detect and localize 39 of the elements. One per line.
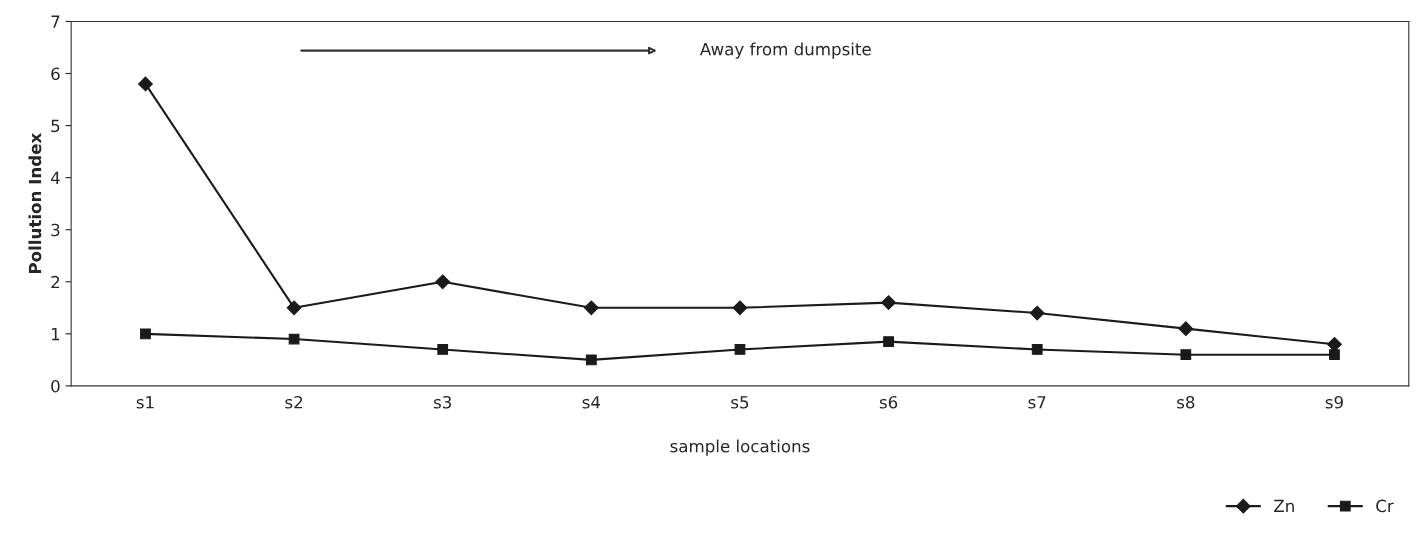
point xyxy=(1031,344,1043,355)
legend-label: Zn xyxy=(1274,499,1294,512)
point xyxy=(1180,349,1192,361)
y-tick-label: 7 xyxy=(51,15,60,28)
x-tick-label: s4 xyxy=(582,396,601,409)
point xyxy=(435,274,451,290)
y-tick-label: 3 xyxy=(51,223,60,237)
x-tick-label: s3 xyxy=(433,395,452,409)
x-tick-label: s1 xyxy=(136,396,154,409)
point xyxy=(585,354,597,366)
x-axis-title: sample locations xyxy=(670,439,810,456)
x-tick-label: s6 xyxy=(879,395,898,409)
x-tick-label: s7 xyxy=(1028,396,1046,409)
point xyxy=(583,300,599,316)
point xyxy=(881,295,896,310)
point xyxy=(140,328,151,340)
point xyxy=(286,300,302,316)
y-tick-label: 4 xyxy=(50,171,60,184)
annotation: Away from dumpsite xyxy=(699,42,871,59)
y-tick-label: 5 xyxy=(51,119,60,133)
point xyxy=(734,344,746,355)
legend-label: Cr xyxy=(1376,499,1394,513)
x-tick-label: s8 xyxy=(1177,395,1195,409)
x-tick-label: s5 xyxy=(731,396,749,409)
point xyxy=(732,300,748,316)
point xyxy=(437,344,449,355)
point xyxy=(138,76,153,92)
point xyxy=(1327,336,1342,352)
point xyxy=(1329,349,1340,361)
y-tick-label: 6 xyxy=(51,67,60,81)
x-tick-label: s2 xyxy=(285,395,303,409)
point xyxy=(1178,321,1194,337)
point xyxy=(1029,305,1045,321)
point xyxy=(883,336,894,348)
y-axis-title: Pollution Index xyxy=(28,133,42,274)
y-tick-label: 0 xyxy=(51,379,60,393)
x-tick-label: s9 xyxy=(1325,395,1343,409)
y-tick-label: 1 xyxy=(51,328,60,341)
y-tick-label: 2 xyxy=(51,275,60,289)
